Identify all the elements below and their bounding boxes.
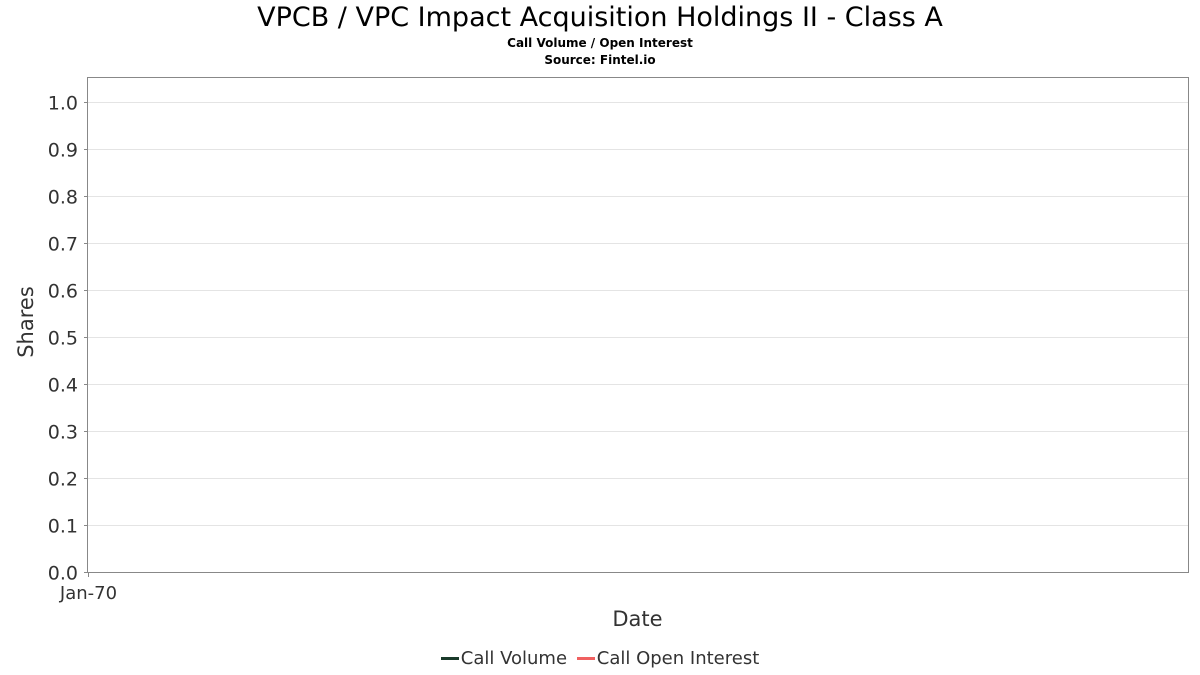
- legend-item-call-volume[interactable]: Call Volume: [440, 648, 568, 669]
- legend-swatch: [576, 656, 595, 660]
- y-tick-label: 0.1: [48, 516, 78, 538]
- y-tick-label: 0.4: [48, 375, 78, 397]
- legend-label: Call Open Interest: [596, 648, 760, 669]
- x-tick-label: Jan-70: [59, 583, 117, 604]
- y-tick-label: 0.3: [48, 422, 78, 444]
- x-axis-title: Date: [612, 607, 663, 631]
- chart-title: VPCB / VPC Impact Acquisition Holdings I…: [257, 2, 943, 33]
- y-tick-label: 0.9: [48, 140, 78, 162]
- legend-label: Call Volume: [460, 648, 568, 669]
- legend-swatch: [440, 656, 459, 660]
- plot-area-border: [87, 77, 1189, 573]
- legend: Call Volume Call Open Interest: [0, 648, 1200, 669]
- y-tick-label: 1.0: [48, 93, 78, 115]
- legend-item-call-open-interest[interactable]: Call Open Interest: [576, 648, 760, 669]
- y-tick-label: 0.7: [48, 234, 78, 256]
- y-tick-label: 0.2: [48, 469, 78, 491]
- y-tick-label: 0.8: [48, 187, 78, 209]
- y-axis-title: Shares: [14, 286, 38, 358]
- y-tick-label: 0.6: [48, 281, 78, 303]
- y-tick-label: 0.0: [48, 563, 78, 585]
- y-tick-label: 0.5: [48, 328, 78, 350]
- chart-subtitle: Call Volume / Open Interest: [507, 36, 693, 50]
- chart-source: Source: Fintel.io: [544, 53, 656, 67]
